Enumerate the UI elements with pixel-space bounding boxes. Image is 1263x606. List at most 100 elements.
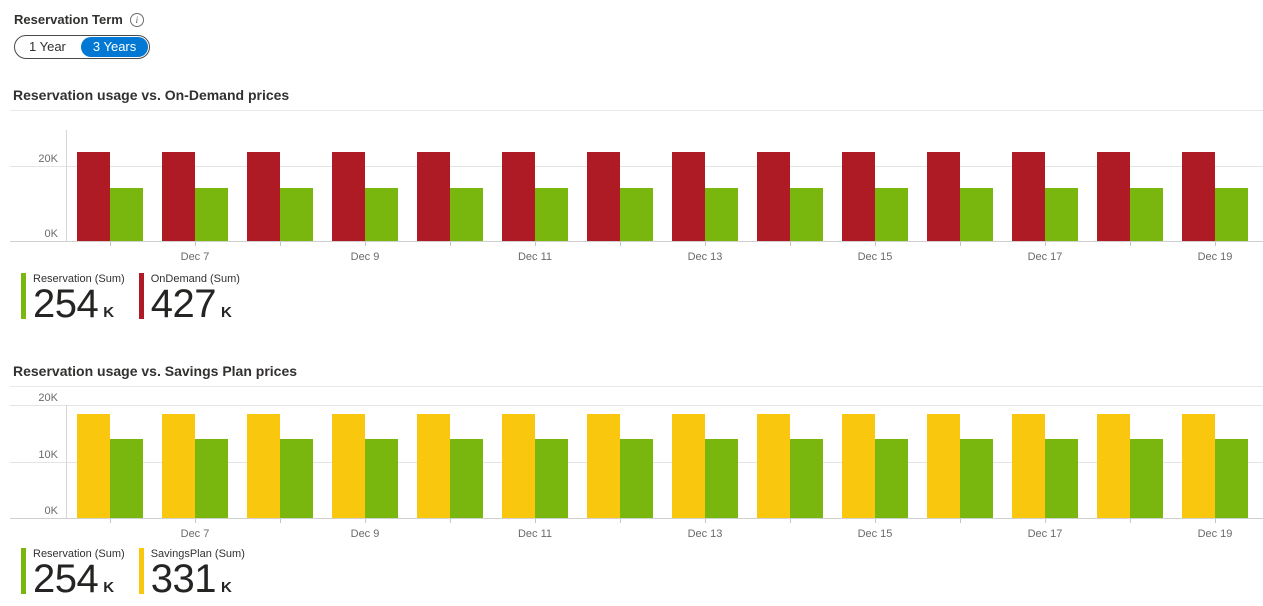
bar-ondemand-sum[interactable] bbox=[757, 151, 790, 241]
bar-reservation-sum[interactable] bbox=[365, 187, 398, 241]
bar-reservation-sum[interactable] bbox=[875, 438, 908, 518]
bar-reservation-sum[interactable] bbox=[705, 438, 738, 518]
bar-ondemand-sum[interactable] bbox=[842, 151, 875, 241]
bar-reservation-sum[interactable] bbox=[450, 187, 483, 241]
bar-ondemand-sum[interactable] bbox=[162, 151, 195, 241]
x-axis-label-dec-15: Dec 15 bbox=[857, 528, 893, 540]
x-axis-label-dec-13: Dec 13 bbox=[687, 251, 723, 263]
bar-ondemand-sum[interactable] bbox=[417, 151, 450, 241]
toggle-option-3-years[interactable]: 3 Years bbox=[80, 37, 149, 57]
bar-ondemand-sum[interactable] bbox=[1097, 151, 1130, 241]
x-axis-tick bbox=[365, 242, 366, 246]
legend-value-row: 427 K bbox=[150, 282, 240, 326]
bar-reservation-sum[interactable] bbox=[280, 187, 313, 241]
bar-savingsplan-sum[interactable] bbox=[842, 414, 875, 518]
bar-reservation-sum[interactable] bbox=[1215, 438, 1248, 518]
legend-total-value: 254 bbox=[33, 557, 99, 601]
gridline-20k bbox=[10, 165, 1263, 167]
bar-ondemand-sum[interactable] bbox=[502, 151, 535, 241]
bar-ondemand-sum[interactable] bbox=[77, 151, 110, 241]
bar-reservation-sum[interactable] bbox=[1215, 187, 1248, 241]
legend-series-name: Reservation (Sum) bbox=[33, 548, 125, 560]
bar-reservation-sum[interactable] bbox=[195, 438, 228, 518]
bar-ondemand-sum[interactable] bbox=[927, 151, 960, 241]
x-axis-label-dec-9: Dec 9 bbox=[350, 251, 380, 263]
x-axis-label-dec-7: Dec 7 bbox=[180, 528, 210, 540]
gridline-20k bbox=[10, 405, 1263, 407]
bar-savingsplan-sum[interactable] bbox=[1012, 414, 1045, 518]
bar-reservation-sum[interactable] bbox=[110, 187, 143, 241]
bar-reservation-sum[interactable] bbox=[790, 187, 823, 241]
bar-ondemand-sum[interactable] bbox=[332, 151, 365, 241]
legend-text: Reservation (Sum) 254 K bbox=[33, 271, 125, 324]
bar-reservation-sum[interactable] bbox=[790, 438, 823, 518]
legend-text: SavingsPlan (Sum) 331 K bbox=[150, 546, 245, 601]
legend-unit: K bbox=[220, 579, 232, 596]
legend-value-row: 254 K bbox=[33, 557, 125, 601]
bar-ondemand-sum[interactable] bbox=[1012, 151, 1045, 241]
x-axis-tick bbox=[1045, 242, 1046, 246]
toggle-option-1-year[interactable]: 1 Year bbox=[29, 39, 66, 54]
bar-reservation-sum[interactable] bbox=[960, 187, 993, 241]
x-axis-tick bbox=[1045, 519, 1046, 523]
bar-reservation-sum[interactable] bbox=[1130, 438, 1163, 518]
bar-reservation-sum[interactable] bbox=[195, 187, 228, 241]
ondemand-legend: Reservation (Sum) 254 K OnDemand (Sum) 427 K bbox=[0, 271, 1263, 326]
x-axis-label-dec-9: Dec 9 bbox=[350, 528, 380, 540]
info-icon[interactable]: i bbox=[129, 12, 144, 27]
chart-title-ondemand: Reservation usage vs. On-Demand prices bbox=[13, 87, 290, 103]
bar-reservation-sum[interactable] bbox=[620, 187, 653, 241]
y-axis-label-20k: 20K bbox=[38, 392, 58, 405]
x-axis-tick bbox=[280, 242, 281, 246]
x-axis-label-dec-11: Dec 11 bbox=[517, 251, 553, 263]
x-axis-label-dec-19: Dec 19 bbox=[1197, 528, 1233, 540]
header: Reservation Term i 1 Year 3 Years bbox=[0, 0, 1263, 59]
bar-reservation-sum[interactable] bbox=[1045, 187, 1078, 241]
legend-total-value: 427 bbox=[150, 282, 217, 326]
bar-ondemand-sum[interactable] bbox=[1182, 151, 1215, 241]
bar-reservation-sum[interactable] bbox=[875, 187, 908, 241]
bar-savingsplan-sum[interactable] bbox=[1182, 414, 1215, 518]
reservation-term-toggle[interactable]: 1 Year 3 Years bbox=[14, 35, 151, 59]
bar-savingsplan-sum[interactable] bbox=[587, 414, 620, 518]
gridline-0k bbox=[10, 518, 1263, 519]
bar-reservation-sum[interactable] bbox=[535, 187, 568, 241]
bar-reservation-sum[interactable] bbox=[110, 438, 143, 518]
x-axis-tick bbox=[110, 519, 111, 523]
bar-savingsplan-sum[interactable] bbox=[502, 414, 535, 518]
bar-ondemand-sum[interactable] bbox=[587, 151, 620, 241]
bar-reservation-sum[interactable] bbox=[1045, 438, 1078, 518]
x-axis-tick bbox=[1130, 242, 1131, 246]
bar-savingsplan-sum[interactable] bbox=[162, 414, 195, 518]
legend-value-row: 254 K bbox=[33, 284, 125, 324]
legend-series-name: Reservation (Sum) bbox=[33, 273, 125, 285]
bar-reservation-sum[interactable] bbox=[535, 438, 568, 518]
bar-savingsplan-sum[interactable] bbox=[417, 414, 450, 518]
bar-savingsplan-sum[interactable] bbox=[757, 414, 790, 518]
bar-reservation-sum[interactable] bbox=[1130, 187, 1163, 241]
legend-total-value: 331 bbox=[150, 557, 217, 601]
bar-reservation-sum[interactable] bbox=[365, 438, 398, 518]
bar-reservation-sum[interactable] bbox=[960, 438, 993, 518]
bar-ondemand-sum[interactable] bbox=[247, 151, 280, 241]
bar-savingsplan-sum[interactable] bbox=[1097, 414, 1130, 518]
bar-savingsplan-sum[interactable] bbox=[332, 414, 365, 518]
bar-savingsplan-sum[interactable] bbox=[672, 414, 705, 518]
x-axis-tick bbox=[790, 242, 791, 246]
x-axis-label-dec-13: Dec 13 bbox=[687, 528, 723, 540]
bar-savingsplan-sum[interactable] bbox=[77, 414, 110, 518]
legend-series-name: OnDemand (Sum) bbox=[150, 273, 240, 285]
bar-reservation-sum[interactable] bbox=[450, 438, 483, 518]
legend-item-reservation-sum: Reservation (Sum) 254 K bbox=[21, 546, 125, 601]
bar-ondemand-sum[interactable] bbox=[672, 151, 705, 241]
legend-item-savingsplan-sum: SavingsPlan (Sum) 331 K bbox=[138, 546, 245, 601]
x-axis-tick bbox=[450, 519, 451, 523]
bar-reservation-sum[interactable] bbox=[705, 187, 738, 241]
legend-unit: K bbox=[103, 304, 115, 321]
bar-savingsplan-sum[interactable] bbox=[927, 414, 960, 518]
bar-reservation-sum[interactable] bbox=[620, 438, 653, 518]
bar-reservation-sum[interactable] bbox=[280, 438, 313, 518]
bar-savingsplan-sum[interactable] bbox=[247, 414, 280, 518]
y-axis-label-0k: 0K bbox=[44, 228, 58, 240]
x-axis-tick bbox=[535, 242, 536, 246]
